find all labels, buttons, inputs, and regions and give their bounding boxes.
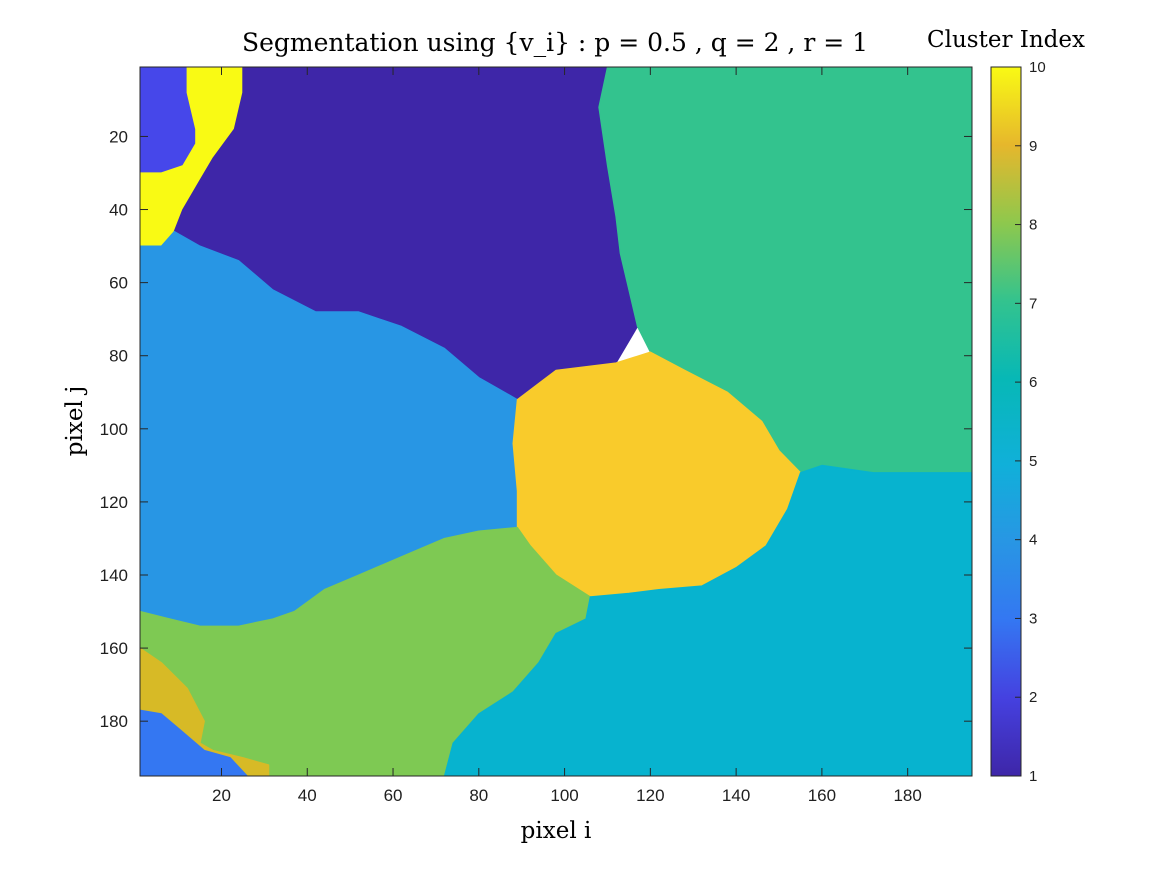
x-tick-label: 100	[550, 786, 578, 805]
colorbar	[990, 66, 1022, 777]
x-tick-label: 20	[212, 786, 231, 805]
colorbar-tick-label: 5	[1029, 453, 1037, 470]
x-tick-label: 60	[384, 786, 403, 805]
colorbar-tick-label: 4	[1029, 532, 1037, 549]
y-tick-label: 80	[109, 347, 128, 366]
colorbar-tick-label: 8	[1029, 217, 1037, 234]
colorbar-tick-label: 10	[1029, 59, 1046, 76]
cluster-regions	[140, 67, 972, 776]
y-tick-label: 140	[100, 566, 128, 585]
colorbar-tick-label: 7	[1029, 295, 1037, 312]
y-tick-label: 40	[109, 201, 128, 220]
x-tick-label: 140	[722, 786, 750, 805]
colorbar-tick-label: 1	[1029, 768, 1037, 785]
x-tick-label: 180	[893, 786, 921, 805]
y-tick-label: 160	[100, 639, 128, 658]
cluster-region-5	[443, 464, 972, 776]
y-tick-label: 120	[100, 493, 128, 512]
axis-ticks: 20 40 60 80 100 120 140 160 180 20 40 60 80 100 120 140…	[100, 67, 972, 805]
colorbar-tick-label: 9	[1029, 138, 1037, 155]
colorbar-tick-label: 2	[1029, 689, 1037, 706]
x-tick-label: 160	[808, 786, 836, 805]
colorbar-tick-label: 3	[1029, 610, 1037, 627]
plot-frame	[139, 66, 973, 777]
colorbar-ticks: 1 2 3 4 5 6 7 8 9 10	[1015, 59, 1046, 785]
y-axis-label: pixel j	[62, 386, 88, 456]
cluster-region-3	[140, 709, 248, 776]
y-tick-label: 100	[100, 420, 128, 439]
y-tick-label: 180	[100, 712, 128, 731]
x-tick-label: 120	[636, 786, 664, 805]
x-tick-label: 40	[298, 786, 317, 805]
colorbar-label: Cluster Index	[927, 27, 1085, 53]
y-tick-label: 60	[109, 274, 128, 293]
x-tick-label: 80	[469, 786, 488, 805]
chart-title: Segmentation using {v_i} : p = 0.5 , q =…	[242, 28, 868, 57]
y-tick-label: 20	[109, 127, 128, 146]
x-axis-label: pixel i	[521, 818, 592, 844]
colorbar-tick-label: 6	[1029, 374, 1037, 391]
